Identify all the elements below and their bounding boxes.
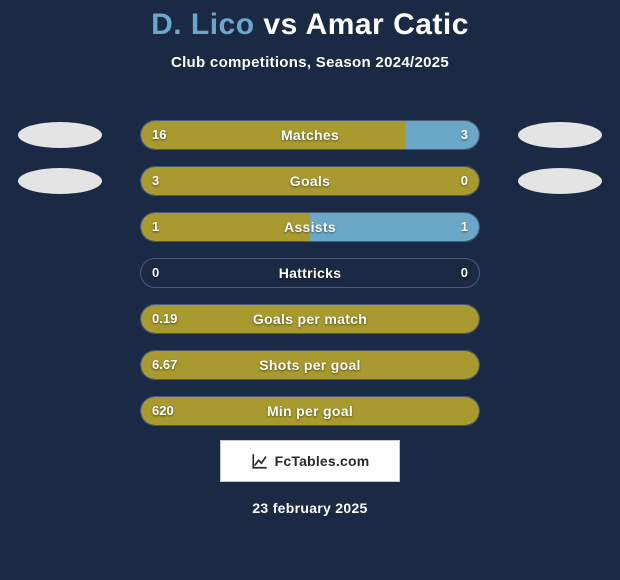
player2-avatar [518, 122, 602, 148]
comparison-card: D. Lico vs Amar Catic Club competitions,… [0, 0, 620, 580]
stat-bar-left-fill [141, 121, 405, 149]
stat-bar-track [140, 212, 480, 242]
player1-avatar [18, 168, 102, 194]
stat-bar-track [140, 350, 480, 380]
player1-name: D. Lico [151, 8, 255, 41]
subtitle: Club competitions, Season 2024/2025 [0, 54, 620, 71]
stat-bar-right-fill [310, 213, 479, 241]
stat-row: Assists11 [0, 212, 620, 258]
stat-row: Goals30 [0, 166, 620, 212]
stat-row: Goals per match0.19 [0, 304, 620, 350]
stat-bar-track [140, 396, 480, 426]
brand-text: FcTables.com [275, 453, 370, 469]
stat-row: Matches163 [0, 120, 620, 166]
stat-bar-left-fill [141, 167, 479, 195]
stat-bar-track [140, 258, 480, 288]
brand-badge[interactable]: FcTables.com [220, 440, 400, 482]
stats-list: Matches163Goals30Assists11Hattricks00Goa… [0, 120, 620, 442]
player2-name: Amar Catic [306, 8, 469, 41]
stat-bar-left-fill [141, 397, 479, 425]
player2-avatar [518, 168, 602, 194]
title-vs: vs [263, 8, 297, 41]
page-title: D. Lico vs Amar Catic [0, 0, 620, 42]
stat-bar-right-fill [405, 121, 479, 149]
stat-bar-track [140, 166, 480, 196]
stat-row: Shots per goal6.67 [0, 350, 620, 396]
stat-bar-track [140, 304, 480, 334]
chart-icon [251, 452, 269, 470]
stat-bar-left-fill [141, 305, 479, 333]
stat-bar-track [140, 120, 480, 150]
stat-row: Hattricks00 [0, 258, 620, 304]
player1-avatar [18, 122, 102, 148]
footer-date: 23 february 2025 [0, 500, 620, 516]
stat-row: Min per goal620 [0, 396, 620, 442]
stat-bar-left-fill [141, 351, 479, 379]
stat-bar-left-fill [141, 213, 310, 241]
